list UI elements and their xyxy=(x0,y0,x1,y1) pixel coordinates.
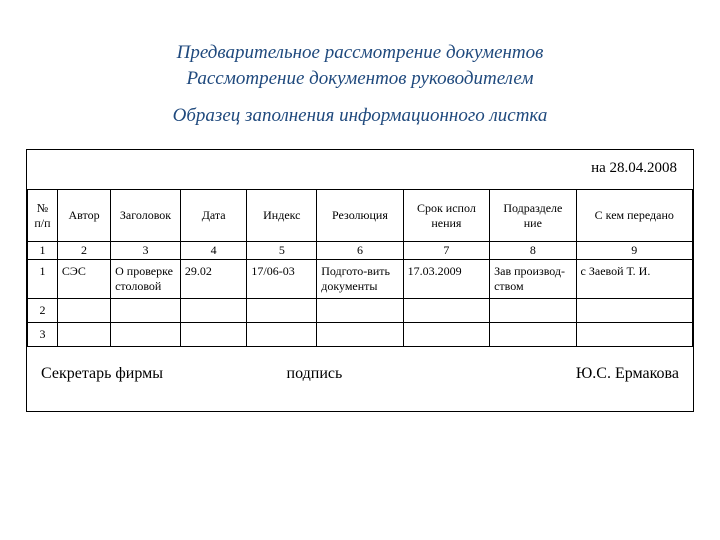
cell xyxy=(247,299,317,323)
cell: О проверке столовой xyxy=(111,260,181,299)
heading-block: Предварительное рассмотрение документов … xyxy=(0,0,720,149)
table-row: 2 xyxy=(28,299,693,323)
cell xyxy=(403,323,489,347)
cell xyxy=(180,323,247,347)
info-table: № п/п Автор Заголовок Дата Индекс Резолю… xyxy=(27,189,693,347)
footer-mid: подпись xyxy=(287,365,343,383)
cell: 3 xyxy=(28,323,58,347)
cell: 29.02 xyxy=(180,260,247,299)
cell xyxy=(111,299,181,323)
cell xyxy=(57,299,110,323)
cell xyxy=(317,299,403,323)
num-cell: 9 xyxy=(576,242,692,260)
num-cell: 5 xyxy=(247,242,317,260)
col-header: Срок испол нения xyxy=(403,190,489,242)
cell: 17.03.2009 xyxy=(403,260,489,299)
table-header-row: № п/п Автор Заголовок Дата Индекс Резолю… xyxy=(28,190,693,242)
cell: Подгото-вить документы xyxy=(317,260,403,299)
table-row: 1 СЭС О проверке столовой 29.02 17/06-03… xyxy=(28,260,693,299)
heading-line-1: Предварительное рассмотрение документов xyxy=(0,40,720,66)
col-header: № п/п xyxy=(28,190,58,242)
num-cell: 4 xyxy=(180,242,247,260)
num-cell: 1 xyxy=(28,242,58,260)
col-header: Автор xyxy=(57,190,110,242)
document-frame: на 28.04.2008 № п/п Автор Заголовок Дата… xyxy=(26,149,694,412)
cell: Зав производ-ством xyxy=(490,260,576,299)
cell xyxy=(490,299,576,323)
cell xyxy=(180,299,247,323)
num-cell: 6 xyxy=(317,242,403,260)
cell: с Заевой Т. И. xyxy=(576,260,692,299)
footer-left: Секретарь фирмы xyxy=(41,365,163,383)
col-header: Заголовок xyxy=(111,190,181,242)
col-header: Дата xyxy=(180,190,247,242)
cell xyxy=(403,299,489,323)
num-cell: 7 xyxy=(403,242,489,260)
cell xyxy=(111,323,181,347)
col-header: Резолюция xyxy=(317,190,403,242)
table-row: 3 xyxy=(28,323,693,347)
col-header: Подразделе ние xyxy=(490,190,576,242)
cell xyxy=(247,323,317,347)
cell: 2 xyxy=(28,299,58,323)
cell xyxy=(576,323,692,347)
num-cell: 3 xyxy=(111,242,181,260)
cell xyxy=(490,323,576,347)
signature-row: Секретарь фирмы подпись Ю.С. Ермакова xyxy=(27,347,693,411)
date-line: на 28.04.2008 xyxy=(27,150,693,189)
col-header: С кем передано xyxy=(576,190,692,242)
col-header: Индекс xyxy=(247,190,317,242)
footer-right: Ю.С. Ермакова xyxy=(576,365,679,383)
cell xyxy=(317,323,403,347)
table-number-row: 1 2 3 4 5 6 7 8 9 xyxy=(28,242,693,260)
cell xyxy=(57,323,110,347)
num-cell: 2 xyxy=(57,242,110,260)
cell: 17/06-03 xyxy=(247,260,317,299)
cell xyxy=(576,299,692,323)
num-cell: 8 xyxy=(490,242,576,260)
heading-line-2: Рассмотрение документов руководителем xyxy=(0,66,720,92)
heading-subtitle: Образец заполнения информационного листк… xyxy=(0,105,720,127)
cell: СЭС xyxy=(57,260,110,299)
cell: 1 xyxy=(28,260,58,299)
